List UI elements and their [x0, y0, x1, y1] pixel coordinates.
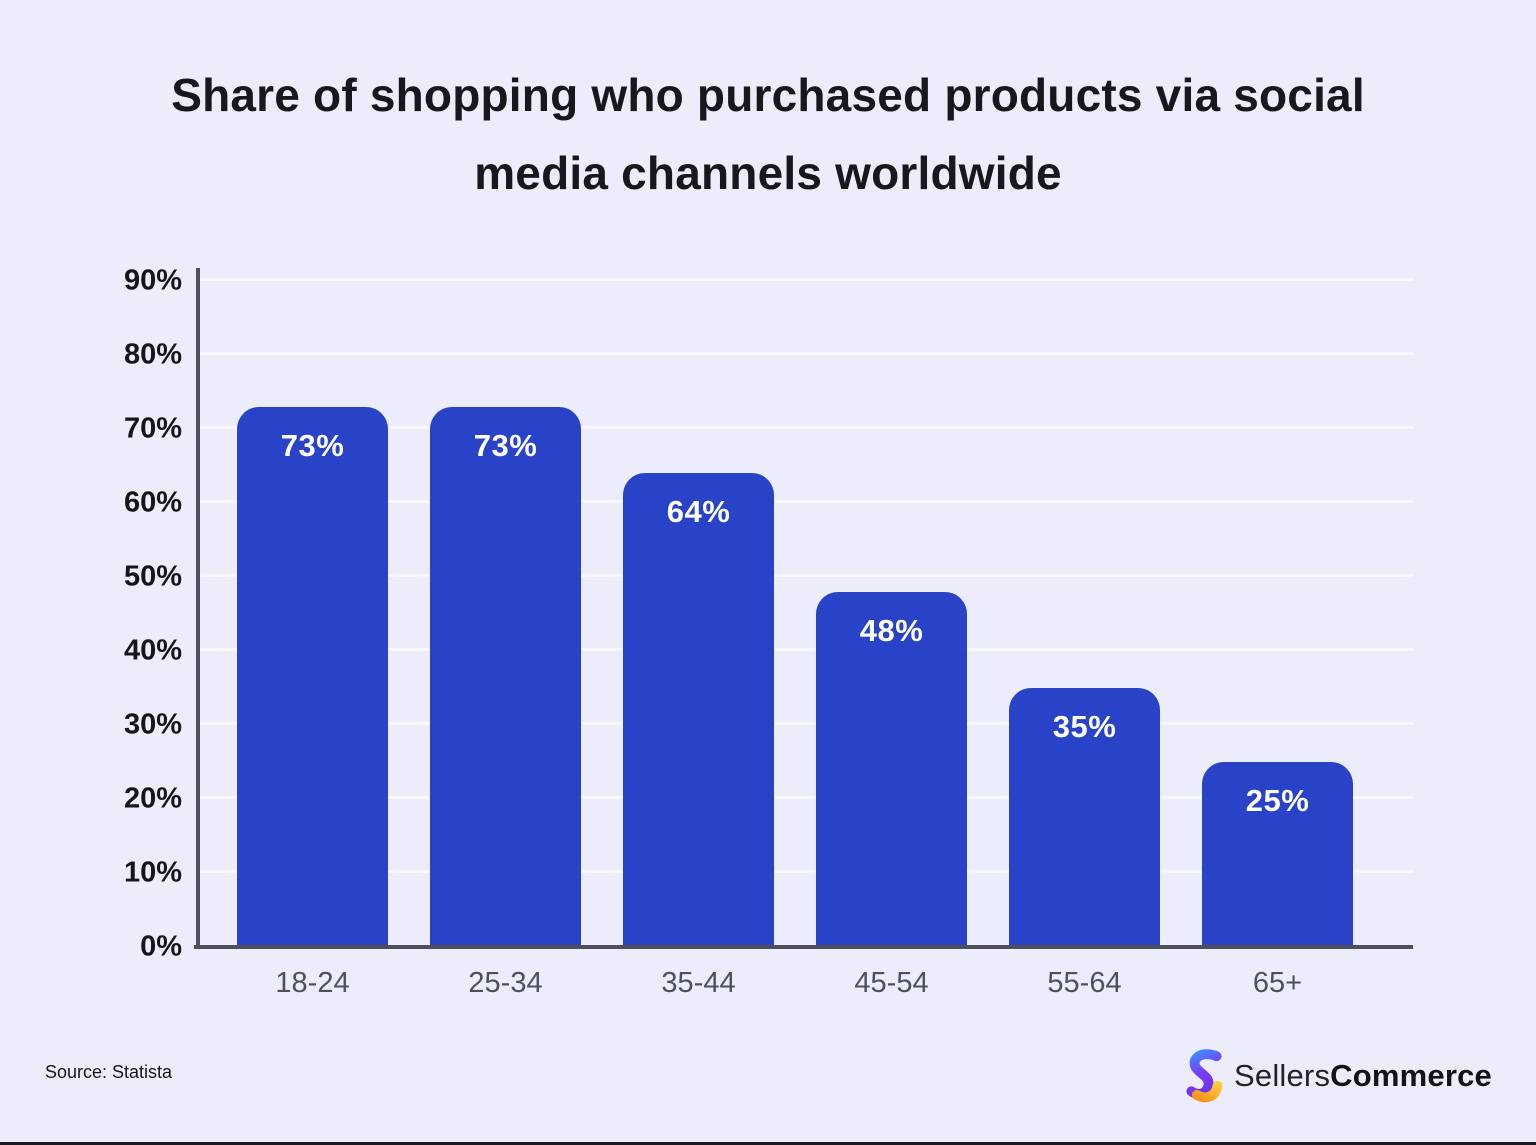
y-axis-tick-70: 70% — [123, 412, 182, 445]
x-axis-tick-55-64: 55-64 — [1047, 967, 1122, 999]
bar-25-34: 73% — [430, 406, 581, 947]
gridline-70 — [200, 426, 1413, 429]
bar-value-label-65+: 25% — [1245, 783, 1310, 818]
bar-value-label-35-44: 64% — [666, 494, 731, 530]
gridline-40 — [200, 648, 1413, 651]
x-axis-line — [194, 945, 1413, 949]
y-axis-tick-90: 90% — [123, 264, 182, 297]
bar-65+: 25% — [1202, 762, 1353, 947]
y-axis-tick-50: 50% — [123, 560, 182, 593]
brand-text-regular: Sellers — [1234, 1058, 1331, 1093]
gridline-60 — [200, 500, 1413, 503]
bottom-edge-line — [0, 1142, 1536, 1145]
brand-text-bold: Commerce — [1330, 1058, 1492, 1093]
gridline-90 — [200, 278, 1413, 281]
gridline-50 — [200, 574, 1413, 577]
y-axis-tick-30: 30% — [123, 708, 182, 741]
bar-value-label-45-54: 48% — [859, 612, 924, 648]
chart-title: Share of shopping who purchased products… — [0, 56, 1536, 212]
gridline-80 — [200, 352, 1413, 355]
y-axis-tick-10: 10% — [123, 856, 182, 889]
gridline-10 — [200, 870, 1413, 873]
y-axis-tick-20: 20% — [123, 782, 182, 815]
x-axis-tick-35-44: 35-44 — [661, 967, 736, 999]
bar-value-label-55-64: 35% — [1052, 709, 1117, 744]
bar-35-44: 64% — [623, 473, 774, 947]
x-axis-tick-25-34: 25-34 — [468, 967, 543, 999]
y-axis-line — [196, 268, 200, 947]
bar-value-label-18-24: 73% — [280, 427, 345, 463]
chart-title-line-1: Share of shopping who purchased products… — [171, 69, 1365, 121]
y-axis-tick-40: 40% — [123, 634, 182, 667]
y-axis-tick-0: 0% — [140, 930, 182, 963]
brand-logo: SellersCommerce — [1184, 1048, 1492, 1104]
sellerscommerce-logo-icon — [1184, 1049, 1224, 1103]
source-note: Source: Statista — [45, 1062, 173, 1082]
gridline-20 — [200, 796, 1413, 799]
brand-logo-text: SellersCommerce — [1234, 1058, 1492, 1094]
bar-value-label-25-34: 73% — [473, 427, 538, 463]
y-axis-tick-80: 80% — [123, 338, 182, 371]
y-axis-tick-60: 60% — [123, 486, 182, 519]
gridline-30 — [200, 722, 1413, 725]
bar-45-54: 48% — [816, 591, 967, 947]
x-axis-tick-18-24: 18-24 — [275, 967, 350, 999]
bar-55-64: 35% — [1009, 688, 1160, 947]
x-axis-tick-65+: 65+ — [1252, 967, 1303, 999]
bar-chart-plot-area: 0% 10% 20% 30% 40% 50% 60% 70% 80% 90% 73% 18-24 73%… — [124, 266, 1413, 999]
bar-18-24: 73% — [237, 406, 388, 947]
chart-title-line-2: media channels worldwide — [474, 147, 1062, 199]
x-axis-tick-45-54: 45-54 — [854, 967, 929, 999]
